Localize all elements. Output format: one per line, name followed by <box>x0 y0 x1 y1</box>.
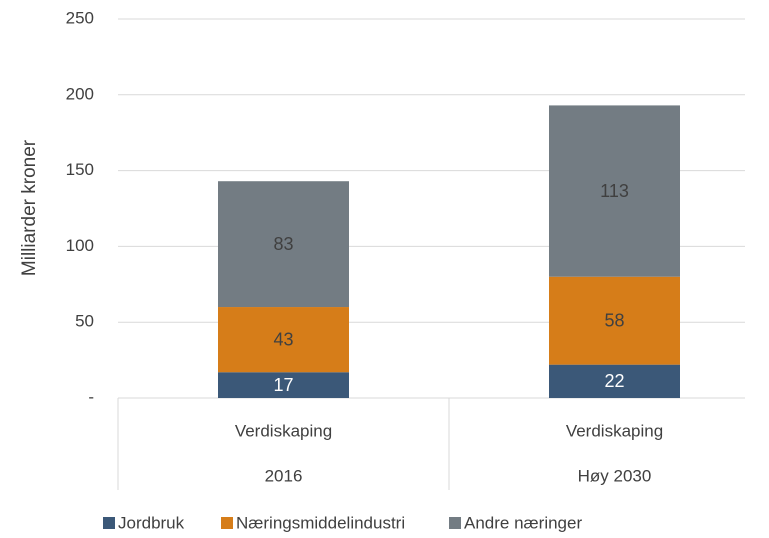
bar-segment <box>549 105 680 277</box>
y-tick-label: 150 <box>66 160 94 179</box>
x-tick-label: Verdiskaping <box>566 421 663 440</box>
bar-segment <box>549 364 680 398</box>
x-group-label: 2016 <box>265 466 303 485</box>
legend-swatch <box>221 517 233 529</box>
data-label: 113 <box>600 181 629 201</box>
legend-label: Næringsmiddelindustri <box>236 513 405 532</box>
data-label: 43 <box>273 329 293 349</box>
bar-segment <box>549 276 680 365</box>
legend-label: Andre næringer <box>464 513 582 532</box>
data-label: 22 <box>604 371 624 391</box>
x-group-label: Høy 2030 <box>578 466 652 485</box>
legend-swatch <box>103 517 115 529</box>
bar-segment <box>218 181 349 308</box>
legend-swatch <box>449 517 461 529</box>
data-label: 17 <box>273 375 293 395</box>
data-label: 83 <box>273 234 293 254</box>
bar-segment <box>218 307 349 373</box>
x-tick-label: Verdiskaping <box>235 421 332 440</box>
legend-label: Jordbruk <box>118 513 185 532</box>
y-tick-label: 50 <box>75 312 94 331</box>
bar-segment <box>218 372 349 398</box>
y-tick-label: 250 <box>66 8 94 27</box>
y-tick-label: 100 <box>66 236 94 255</box>
y-tick-label: 200 <box>66 84 94 103</box>
data-label: 58 <box>604 310 624 330</box>
y-axis-label: Milliarder kroner <box>19 139 40 276</box>
y-tick-label: - <box>88 387 94 406</box>
